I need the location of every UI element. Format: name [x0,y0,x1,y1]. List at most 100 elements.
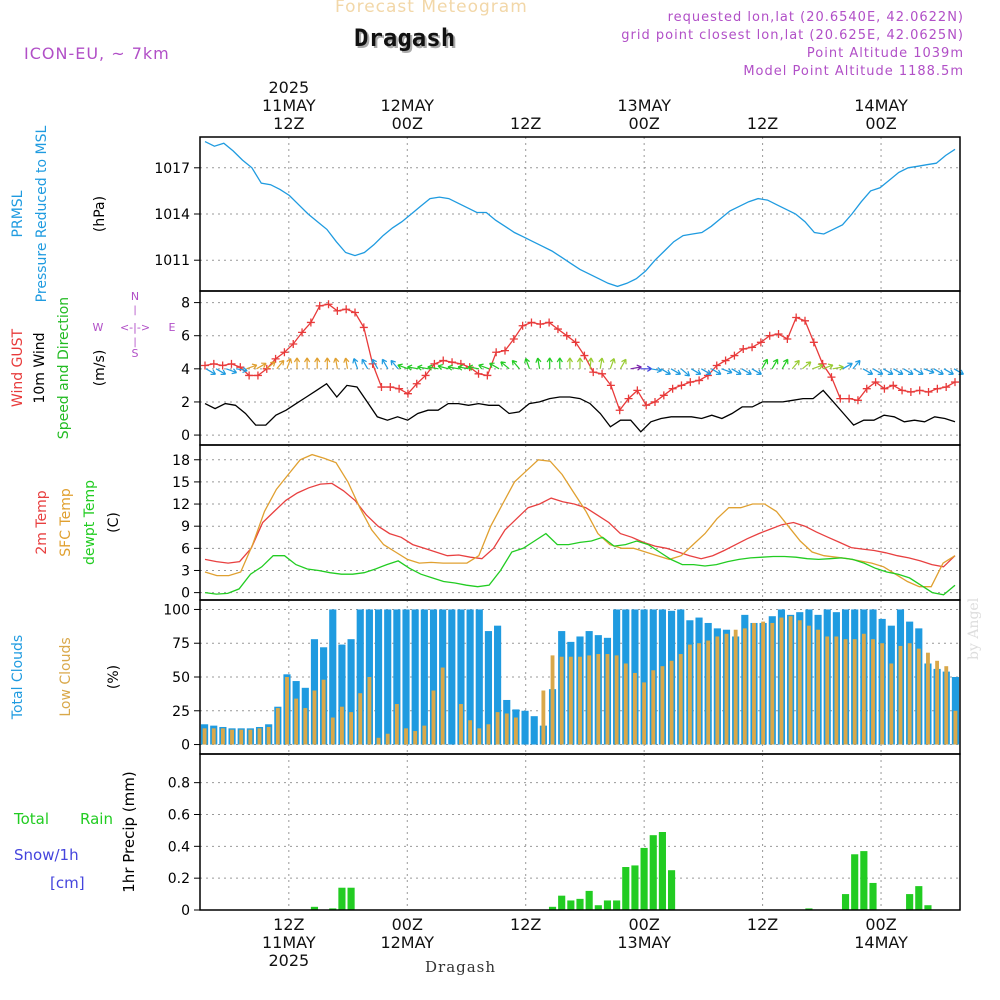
clouds-bar-b [340,706,344,745]
wind-direction-arrow [524,358,531,370]
wind-ytick-label: 8 [181,296,190,312]
clouds-bar-a [475,609,483,745]
wind-label-direction: Speed and Direction [56,297,72,439]
clouds-panel: 0 25 50 75 100 Total Clouds Low Clouds (%) [10,599,961,755]
gust-marker [545,318,554,327]
gust-marker [351,308,359,317]
clouds-label-total: Total Clouds [10,635,26,720]
gust-marker [359,323,368,332]
wind-direction-arrow [361,358,369,370]
clouds-bar-b [404,728,408,745]
temp-series-line [204,453,956,588]
gust-marker [324,300,333,309]
wind-direction-arrow [943,368,954,375]
gust-marker [756,338,765,347]
gust-marker [951,378,959,387]
gust-marker [403,389,412,398]
gust-marker [853,396,862,405]
clouds-bar-b [880,643,885,745]
precip-ytick-label: 0.2 [168,871,190,887]
gust-marker [862,384,871,393]
clouds-ytick-label: 75 [172,636,190,652]
wind-direction-arrow [556,357,563,369]
wind-direction-arrow [447,364,459,371]
wind-direction-arrow [619,358,627,370]
time-label-top: 11MAY [262,96,316,115]
compass-west: W [93,321,104,334]
wind-direction-arrow [546,357,553,369]
wind-direction-arrow [205,368,217,375]
clouds-bar-b [678,654,683,745]
gust-marker [501,346,509,355]
wind-direction-arrow [711,368,722,375]
gust-marker [271,354,280,363]
wind-label-unit: (m/s) [92,350,108,387]
gust-marker [421,371,430,380]
clouds-bar-a [448,609,456,745]
wind-direction-arrow [511,359,520,370]
precip-bar-a [338,887,346,910]
clouds-bar-b [257,728,262,745]
clouds-bar-a [521,710,529,745]
wind-direction-arrow [457,364,469,371]
precip-bar-a [649,835,657,910]
wind-direction-arrow [812,363,824,370]
wind-direction-arrow [660,368,671,375]
gust-marker [456,359,465,368]
precip-ytick-label: 0.4 [168,839,190,855]
pressure-label-desc: Pressure Reduced to MSL [34,125,50,302]
clouds-bar-b [367,677,372,745]
gust-marker [412,379,421,388]
gust-marker [686,378,695,387]
clouds-bar-a [429,609,438,745]
clouds-bar-b [495,712,500,745]
compass-arrow: <-|-> [120,321,150,334]
wind-direction-arrow [576,357,584,369]
clouds-bar-b [926,652,930,745]
precip-bar-a [851,854,859,910]
clouds-bar-b [633,672,637,745]
wind-direction-arrow [500,361,510,370]
wind-direction-arrow [266,361,276,370]
gust-marker [342,305,351,314]
requested-coords: requested lon,lat (20.6540E, 42.0622N) [667,10,964,25]
pressure-ytick-label: 1014 [154,207,190,223]
clouds-bar-b [596,654,601,745]
wind-ytick-label: 6 [181,329,190,345]
wind-ytick-label: 0 [181,428,190,444]
clouds-bar-a [356,609,364,745]
gust-marker [562,331,571,340]
precip-bar-a [860,851,868,910]
compass-north: N [131,290,139,303]
wind-direction-arrow [771,358,779,370]
gust-marker [642,401,651,410]
clouds-bar-b [779,617,784,745]
gust-marker [395,384,404,393]
clouds-bar-b [669,660,674,745]
precip-frame [199,753,961,911]
time-label-top: 12MAY [380,96,434,115]
wind-direction-arrow [933,368,944,375]
precip-bar-a [640,847,648,910]
gust-marker [889,381,898,390]
gust-marker [386,383,395,392]
gust-marker [659,391,668,400]
clouds-label-unit: (%) [106,665,122,689]
gust-marker [792,313,801,322]
time-label-top: 12Z [510,114,541,133]
wind-direction-arrow [842,362,853,370]
clouds-bar-b [413,731,418,745]
compass-vertical: | [133,305,136,316]
wind-direction-arrow [700,368,712,375]
gust-marker [615,406,624,415]
pressure-ytick-label: 1011 [154,253,190,269]
clouds-bar-b [230,729,234,745]
clouds-bar-b [486,724,491,745]
clouds-bar-b [953,710,958,745]
precip-bar-a [567,900,575,910]
wind-direction-arrow [609,358,616,370]
gust-marker [721,356,730,365]
wind-direction-arrow [489,362,500,370]
